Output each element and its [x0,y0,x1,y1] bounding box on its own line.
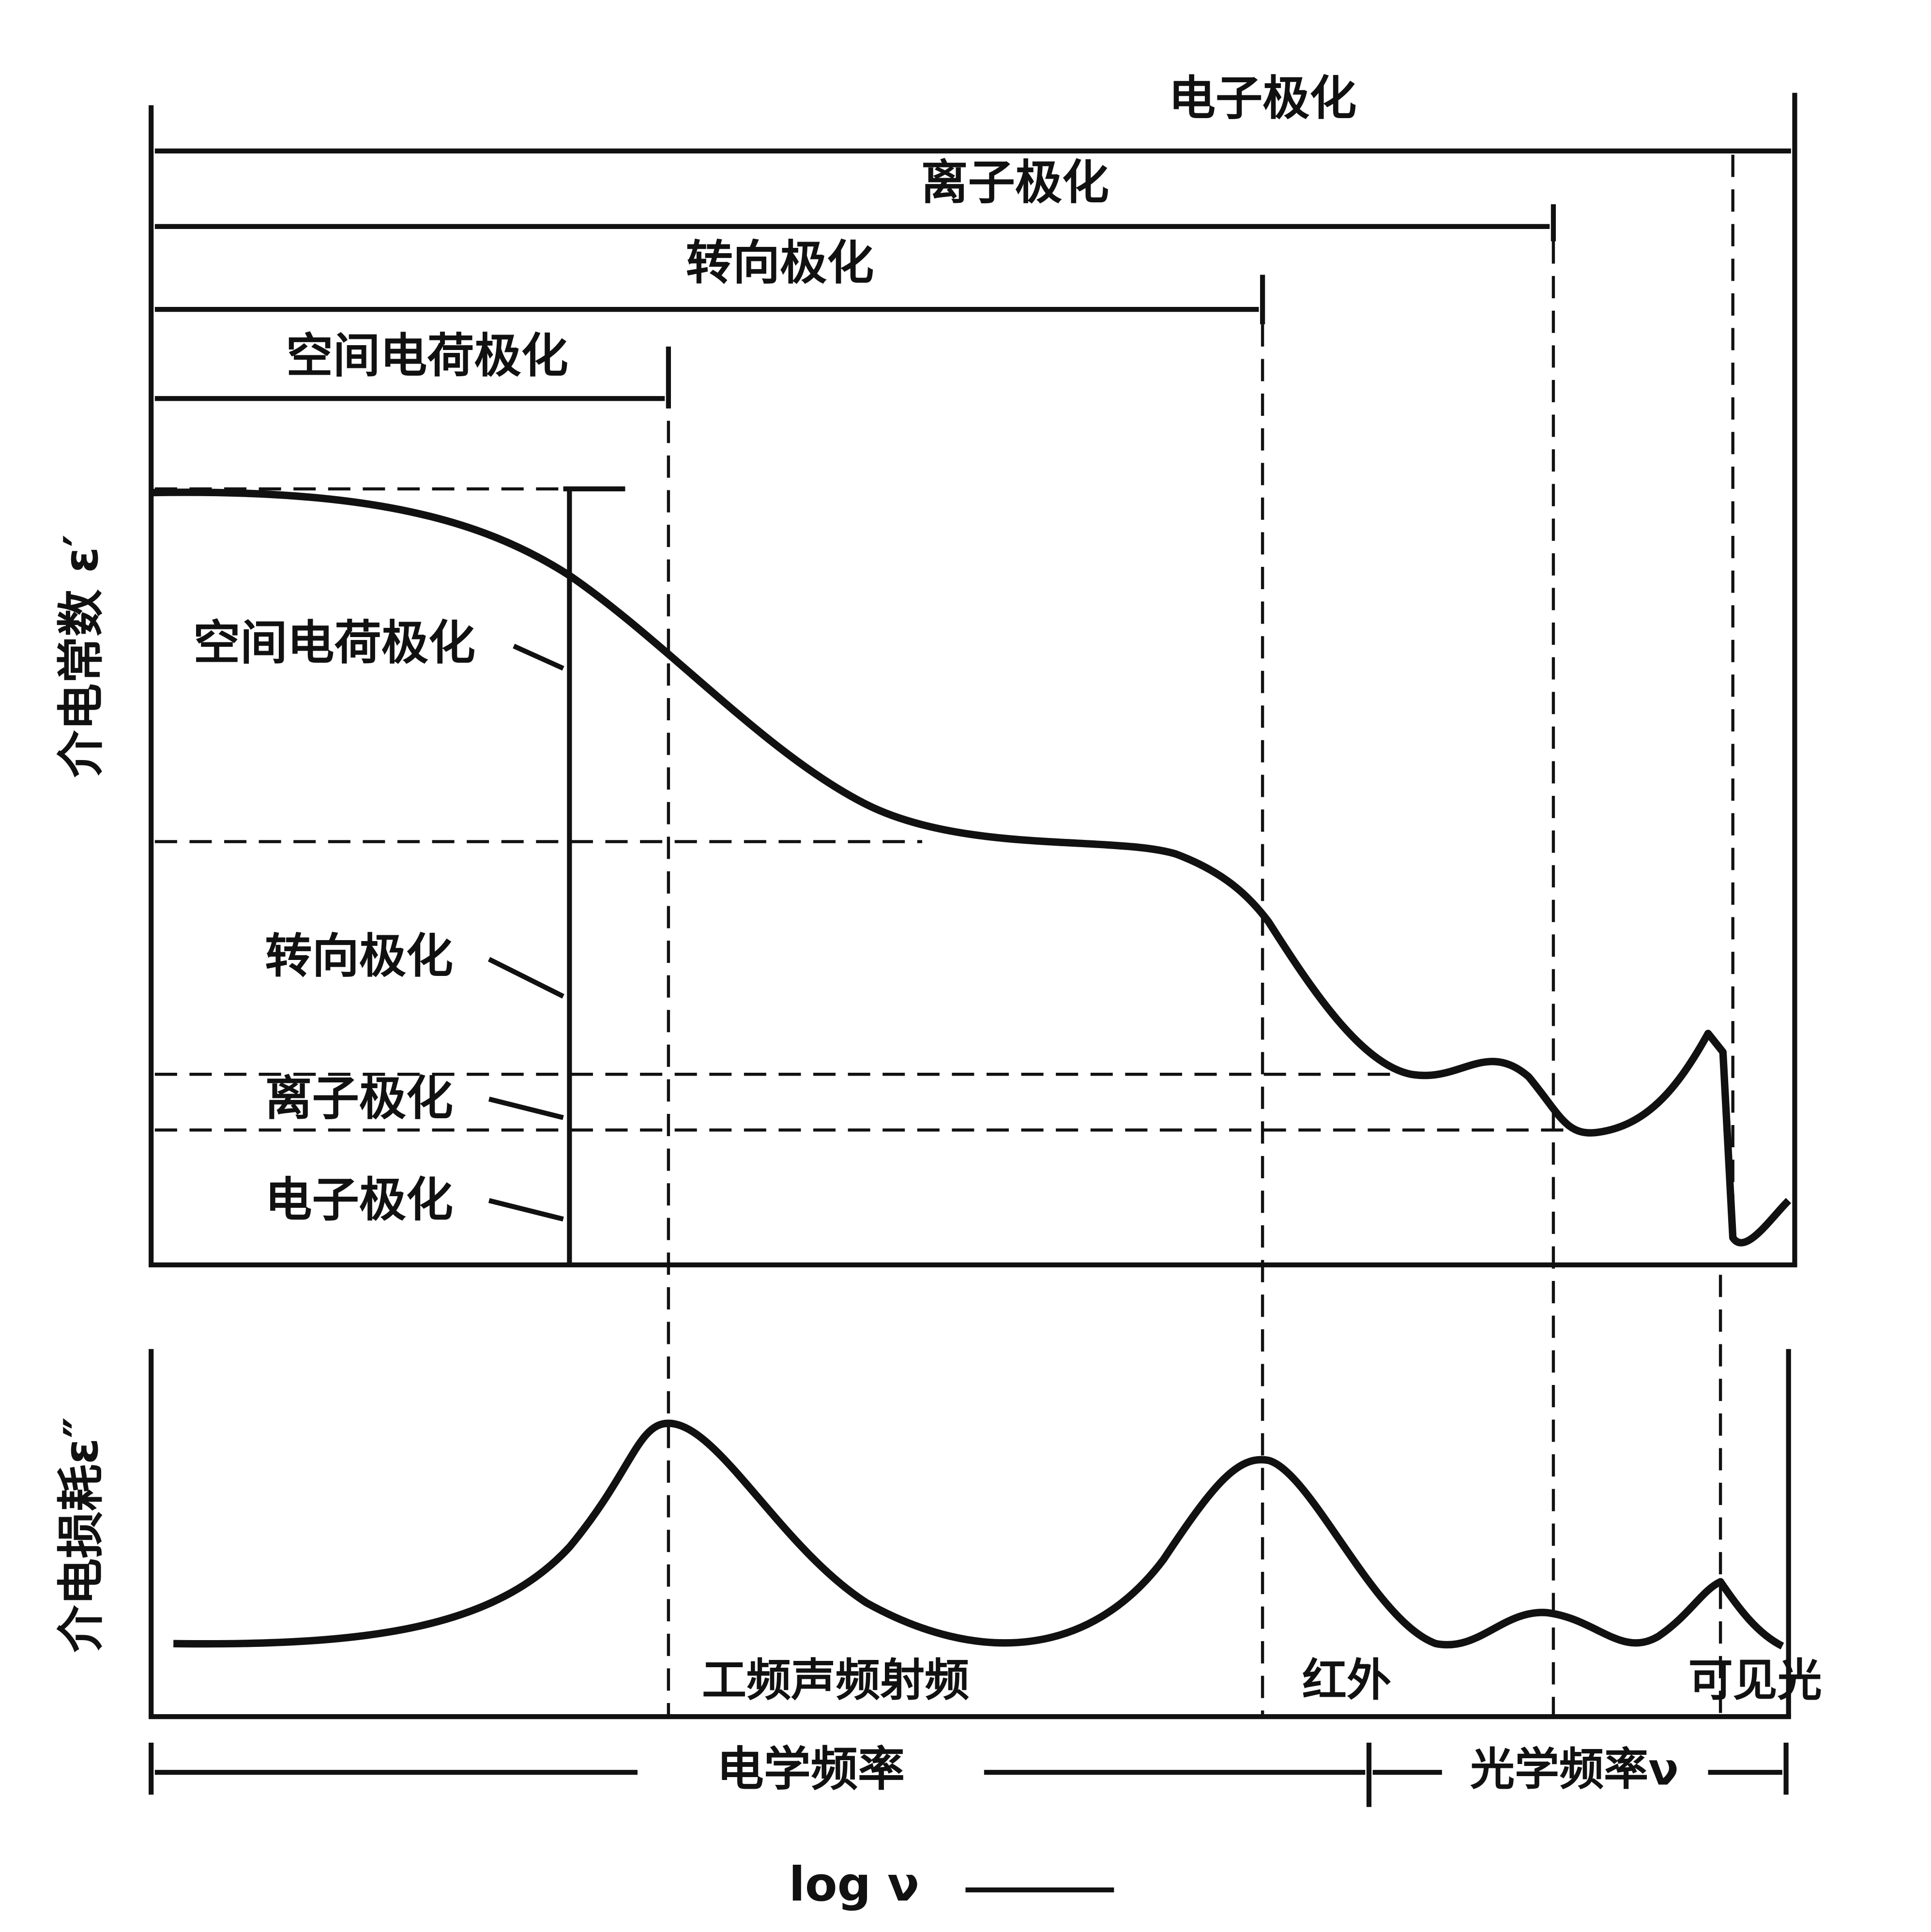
curve-label: 转向极化 [265,928,453,983]
loss-curve [173,1419,1784,1650]
band-label: 工频声频射频 [702,1654,969,1706]
pointer [487,957,564,999]
range-label: 离子极化 [921,155,1109,210]
pointer [488,1096,564,1120]
range-bars [154,148,1791,409]
frequency-range-label: 电学频率 [717,1742,905,1796]
frequency-range-bars [149,1742,1789,1807]
lower-axis-label: 介电损耗ε″ [54,1417,108,1652]
x-axis-label: log ν [789,1857,920,1912]
range-label: 空间电荷极化 [286,328,568,383]
frequency-range-label: 光学频率ν [1470,1744,1679,1795]
band-label: 红外 [1302,1654,1391,1706]
curve-label: 离子极化 [265,1071,453,1126]
curve-label: 空间电荷极化 [193,615,475,670]
guides [154,154,1734,1715]
pointer [513,643,564,671]
band-label: 可见光 [1688,1654,1822,1706]
range-label: 电子极化 [1169,71,1357,125]
range-label: 转向极化 [686,236,874,290]
curve-label: 电子极化 [265,1172,453,1227]
lower-frame [149,1349,1791,1719]
upper-frame [149,92,1797,1268]
upper-axis-label: 介电常数 ε′ [54,534,108,777]
permittivity-curve [151,488,1792,1247]
pointer [488,1198,564,1222]
